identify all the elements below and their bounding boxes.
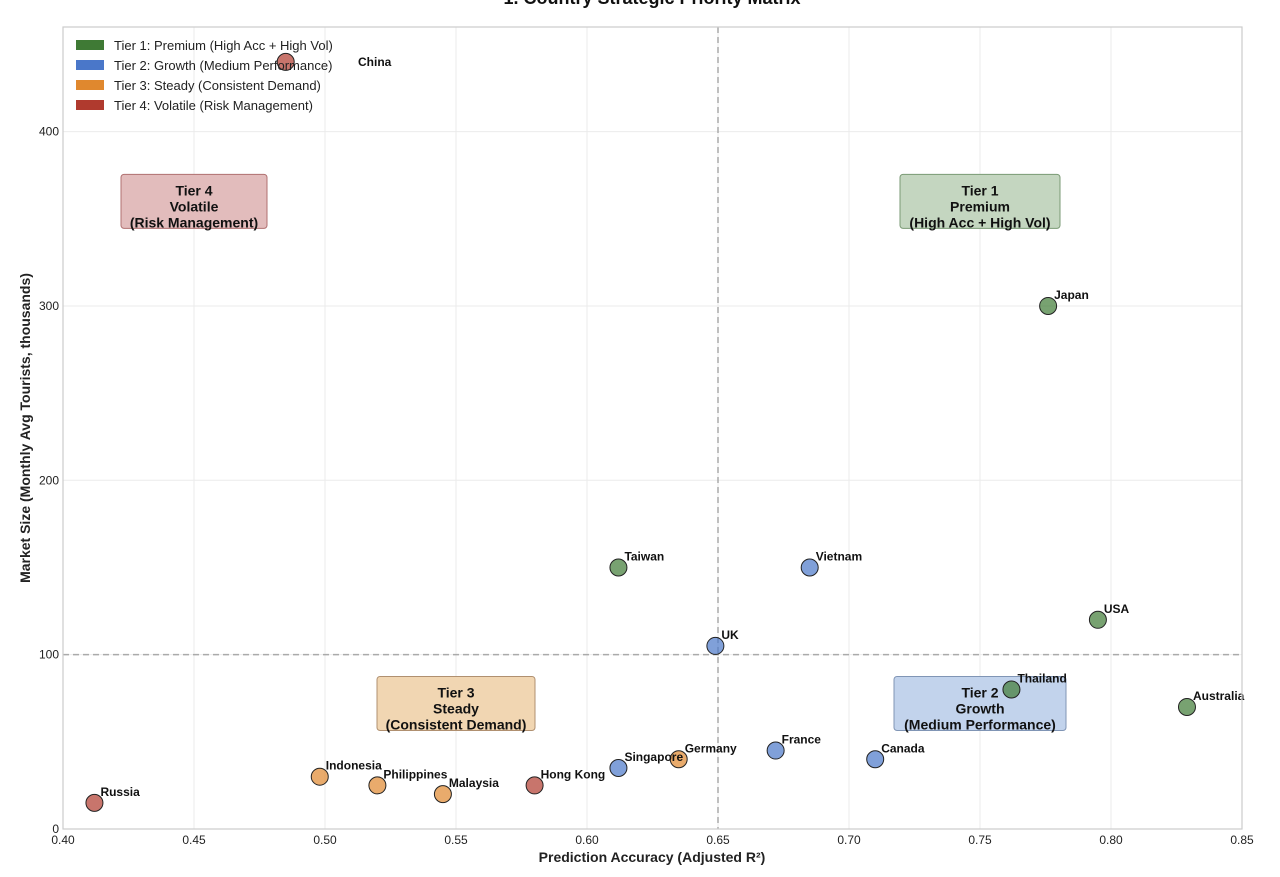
quadrant-label-tier-4: Tier 4 [175,182,212,198]
y-tick-label: 0 [52,822,59,836]
x-axis-label: Prediction Accuracy (Adjusted R²) [539,849,766,865]
quadrant-label-tier-1: Premium [950,198,1010,214]
quadrant-label-tier-1: (High Acc + High Vol) [909,214,1050,230]
x-tick-label: 0.50 [313,833,337,847]
quadrant-box-tier-1 [899,173,1061,229]
legend: Tier 1: Premium (High Acc + High Vol) Tie… [76,38,333,113]
point-hong-kong [525,776,544,795]
legend-label-tier-4: Tier 4: Volatile (Risk Management) [114,98,313,113]
point-label: Australia [1193,689,1245,703]
quadrant-label-tier-4: (Risk Management) [130,214,258,230]
quadrant-label-tier-3: Tier 3 [437,684,474,700]
point-taiwan [609,558,628,577]
point-germany [669,750,688,769]
y-axis-label: Market Size (Monthly Avg Tourists, thous… [17,273,33,583]
point-label: Malaysia [449,776,499,790]
point-label: Canada [881,741,925,755]
threshold-lines [63,27,1242,829]
x-tick-label: 0.45 [182,833,206,847]
quadrant-label-tier-2: Tier 2 [961,684,998,700]
x-tick-label: 0.55 [444,833,468,847]
x-tick-label: 0.75 [968,833,992,847]
point-malaysia [433,785,452,804]
legend-label-tier-2: Tier 2: Growth (Medium Performance) [114,58,332,73]
point-label: Hong Kong [541,767,606,781]
quadrant-label-tier-4: Volatile [170,198,219,214]
point-indonesia [310,767,329,786]
x-tick-label: 0.40 [51,833,75,847]
point-label: Singapore [624,750,683,764]
legend-swatch-tier-1 [76,40,104,50]
y-tick-label: 100 [39,648,59,662]
point-label: France [782,733,822,747]
quadrant-box-tier-2 [893,675,1067,731]
legend-swatch-tier-4 [76,100,104,110]
quadrant-box-tier-3 [376,675,536,731]
x-tick-label: 0.85 [1230,833,1254,847]
data-points: China Japan Taiwan Vietnam USA UK Thailand Aust… [85,52,1245,812]
quadrant-label-tier-2: Growth [956,700,1005,716]
y-tick-label: 300 [39,299,59,313]
point-vietnam [800,558,819,577]
point-label: Philippines [383,767,447,781]
point-label: Japan [1054,288,1089,302]
axis-ticks: 0.40 0.45 0.50 0.55 0.60 0.65 0.70 0.75 0.80 0.85… [39,125,1254,847]
legend-label-tier-3: Tier 3: Steady (Consistent Demand) [114,78,321,93]
point-label: USA [1104,602,1130,616]
x-tick-label: 0.60 [575,833,599,847]
point-france [766,741,785,760]
x-tick-label: 0.80 [1099,833,1123,847]
point-philippines [368,776,387,795]
y-tick-label: 200 [39,473,59,487]
point-russia [85,793,104,812]
point-label: China [358,55,392,69]
point-japan [1039,296,1058,315]
point-singapore [609,758,628,777]
point-label: Taiwan [624,549,664,563]
x-tick-label: 0.65 [706,833,730,847]
point-label: UK [721,628,739,642]
quadrant-label-tier-1: Tier 1 [961,182,998,198]
point-canada [866,750,885,769]
quadrant-box-tier-4 [120,173,268,229]
chart-title: 1. Country Strategic Priority Matrix [503,0,800,8]
quadrant-label-tier-2: (Medium Performance) [904,716,1056,732]
point-label: Indonesia [326,759,382,773]
point-australia [1177,697,1196,716]
point-uk [706,636,725,655]
point-usa [1088,610,1107,629]
point-label: Vietnam [816,549,862,563]
point-label: Russia [100,785,140,799]
legend-swatch-tier-3 [76,80,104,90]
quadrant-label-tier-3: Steady [433,700,479,716]
quadrant-label-tier-3: (Consistent Demand) [386,716,527,732]
x-tick-label: 0.70 [837,833,861,847]
point-china [276,52,295,71]
y-tick-label: 400 [39,125,59,139]
legend-swatch-tier-2 [76,60,104,70]
point-thailand [1002,680,1021,699]
point-label: Germany [685,741,737,755]
plot-frame [62,26,1243,830]
point-label: Thailand [1017,672,1066,686]
legend-label-tier-1: Tier 1: Premium (High Acc + High Vol) [114,38,333,53]
